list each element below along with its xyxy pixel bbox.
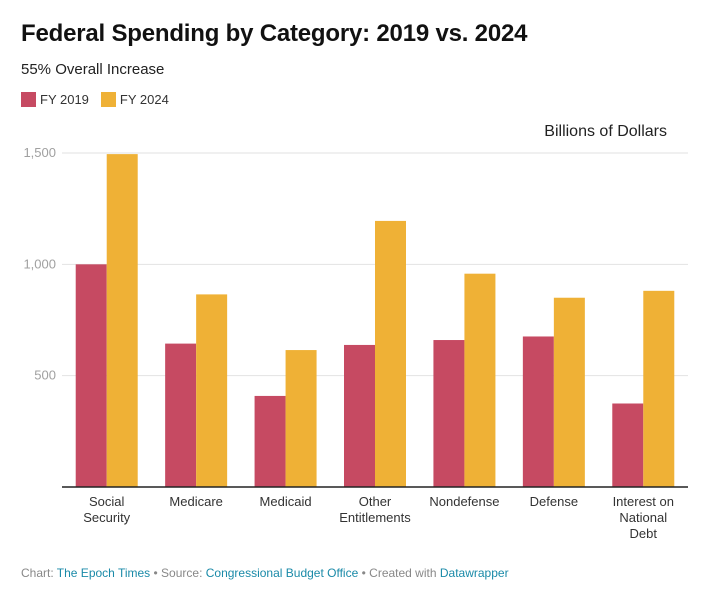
chart-footer: Chart: The Epoch Times • Source: Congres… (21, 566, 509, 580)
bar-fy2019 (165, 343, 197, 487)
bar-fy2019 (75, 264, 107, 487)
footer-created-prefix: • Created with (358, 566, 440, 580)
x-tick-label: Medicare (169, 494, 222, 509)
legend-swatch-fy2024 (100, 92, 116, 107)
x-tick-label: Entitlements (339, 510, 411, 525)
chart-title: Federal Spending by Category: 2019 vs. 2… (21, 20, 528, 47)
x-tick-label: Security (83, 510, 130, 525)
bar-fy2024 (106, 154, 138, 487)
bar-fy2024 (553, 297, 585, 487)
legend-swatch-fy2019 (21, 92, 36, 107)
footer-chart-link[interactable]: The Epoch Times (56, 566, 151, 580)
bar-fy2019 (254, 395, 286, 487)
legend-label-fy2019: FY 2019 (40, 92, 89, 107)
x-tick-label: Medicaid (260, 494, 312, 509)
bar-fy2024 (464, 273, 496, 487)
x-tick-label: Debt (630, 526, 658, 541)
x-tick-label: Other (359, 494, 392, 509)
x-tick-label: National (619, 510, 667, 525)
legend: FY 2019 FY 2024 (21, 92, 181, 107)
x-tick-label: Interest on (613, 494, 674, 509)
legend-item-fy2019: FY 2019 (21, 92, 89, 107)
x-tick-label: Nondefense (429, 494, 499, 509)
legend-item-fy2024: FY 2024 (100, 92, 169, 107)
unit-label: Billions of Dollars (544, 123, 667, 140)
bar-fy2024 (375, 220, 406, 487)
bar-fy2019 (433, 340, 465, 487)
bar-fy2024 (285, 350, 317, 487)
bar-fy2019 (612, 403, 644, 487)
chart-subtitle: 55% Overall Increase (21, 61, 165, 78)
bar-fy2019 (522, 336, 554, 487)
x-tick-label: Social (89, 494, 125, 509)
footer-source-link[interactable]: Congressional Budget Office (205, 566, 359, 580)
bar-fy2019 (344, 344, 375, 487)
bar-fy2024 (643, 290, 675, 487)
footer-chart-prefix: Chart: (21, 566, 57, 580)
y-tick-label: 1,500 (23, 145, 56, 160)
x-tick-label: Defense (530, 494, 578, 509)
y-tick-label: 1,000 (23, 256, 56, 271)
footer-source-prefix: • Source: (150, 566, 206, 580)
y-tick-label: 500 (34, 368, 56, 383)
footer-created-link[interactable]: Datawrapper (439, 566, 509, 580)
legend-label-fy2024: FY 2024 (119, 92, 169, 107)
bar-fy2024 (196, 294, 228, 487)
